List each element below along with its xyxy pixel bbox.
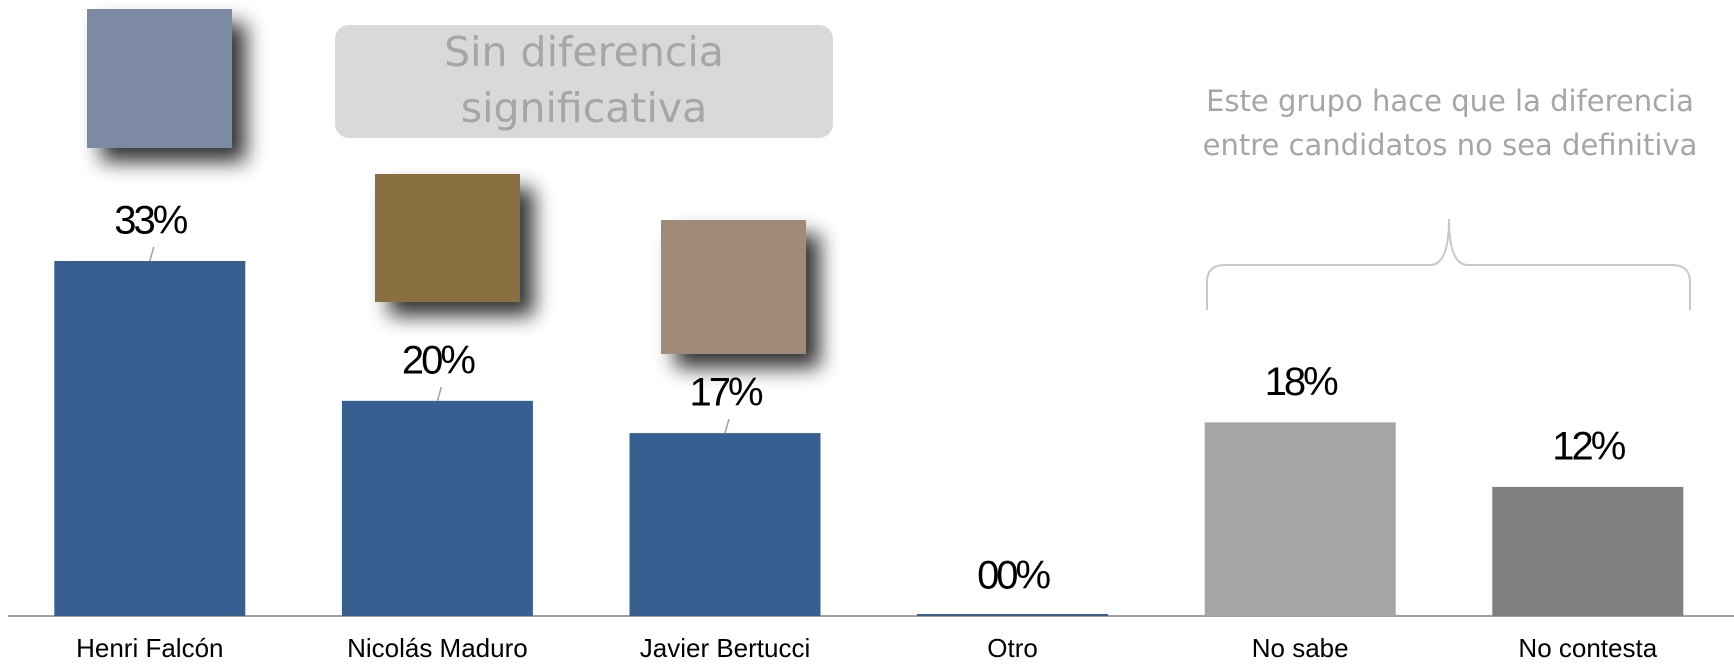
annotation: Este grupo hace que la diferencia (1206, 84, 1694, 118)
photo (87, 9, 232, 148)
annotation: Sin diferencia (444, 28, 724, 76)
leader-line (437, 387, 441, 401)
value-label: 33% (114, 199, 187, 243)
annotation: significativa (461, 84, 708, 132)
annotation: entre candidatos no sea definitiva (1203, 128, 1698, 162)
leader-line (150, 247, 154, 261)
value-label: 00% (977, 554, 1050, 598)
bar (54, 261, 245, 616)
photo (375, 174, 520, 302)
bar (1492, 487, 1683, 616)
x-tick-label: No contesta (1518, 633, 1657, 663)
bar (1205, 422, 1396, 616)
brace (1207, 219, 1690, 310)
x-tick-label: Nicolás Maduro (347, 633, 528, 663)
bar (917, 614, 1108, 616)
value-label: 17% (689, 371, 762, 415)
x-tick-label: Otro (987, 633, 1038, 663)
value-label: 18% (1265, 360, 1338, 404)
x-tick-label: Henri Falcón (76, 633, 223, 663)
bar (342, 401, 533, 616)
value-label: 12% (1552, 424, 1625, 468)
x-tick-label: Javier Bertucci (640, 633, 811, 663)
chart: Sin diferencia significativa Este grupo … (0, 0, 1734, 664)
bar (630, 433, 821, 616)
x-tick-label: No sabe (1252, 633, 1349, 663)
leader-line (725, 419, 729, 433)
value-label: 20% (402, 338, 475, 382)
photo (661, 220, 806, 354)
